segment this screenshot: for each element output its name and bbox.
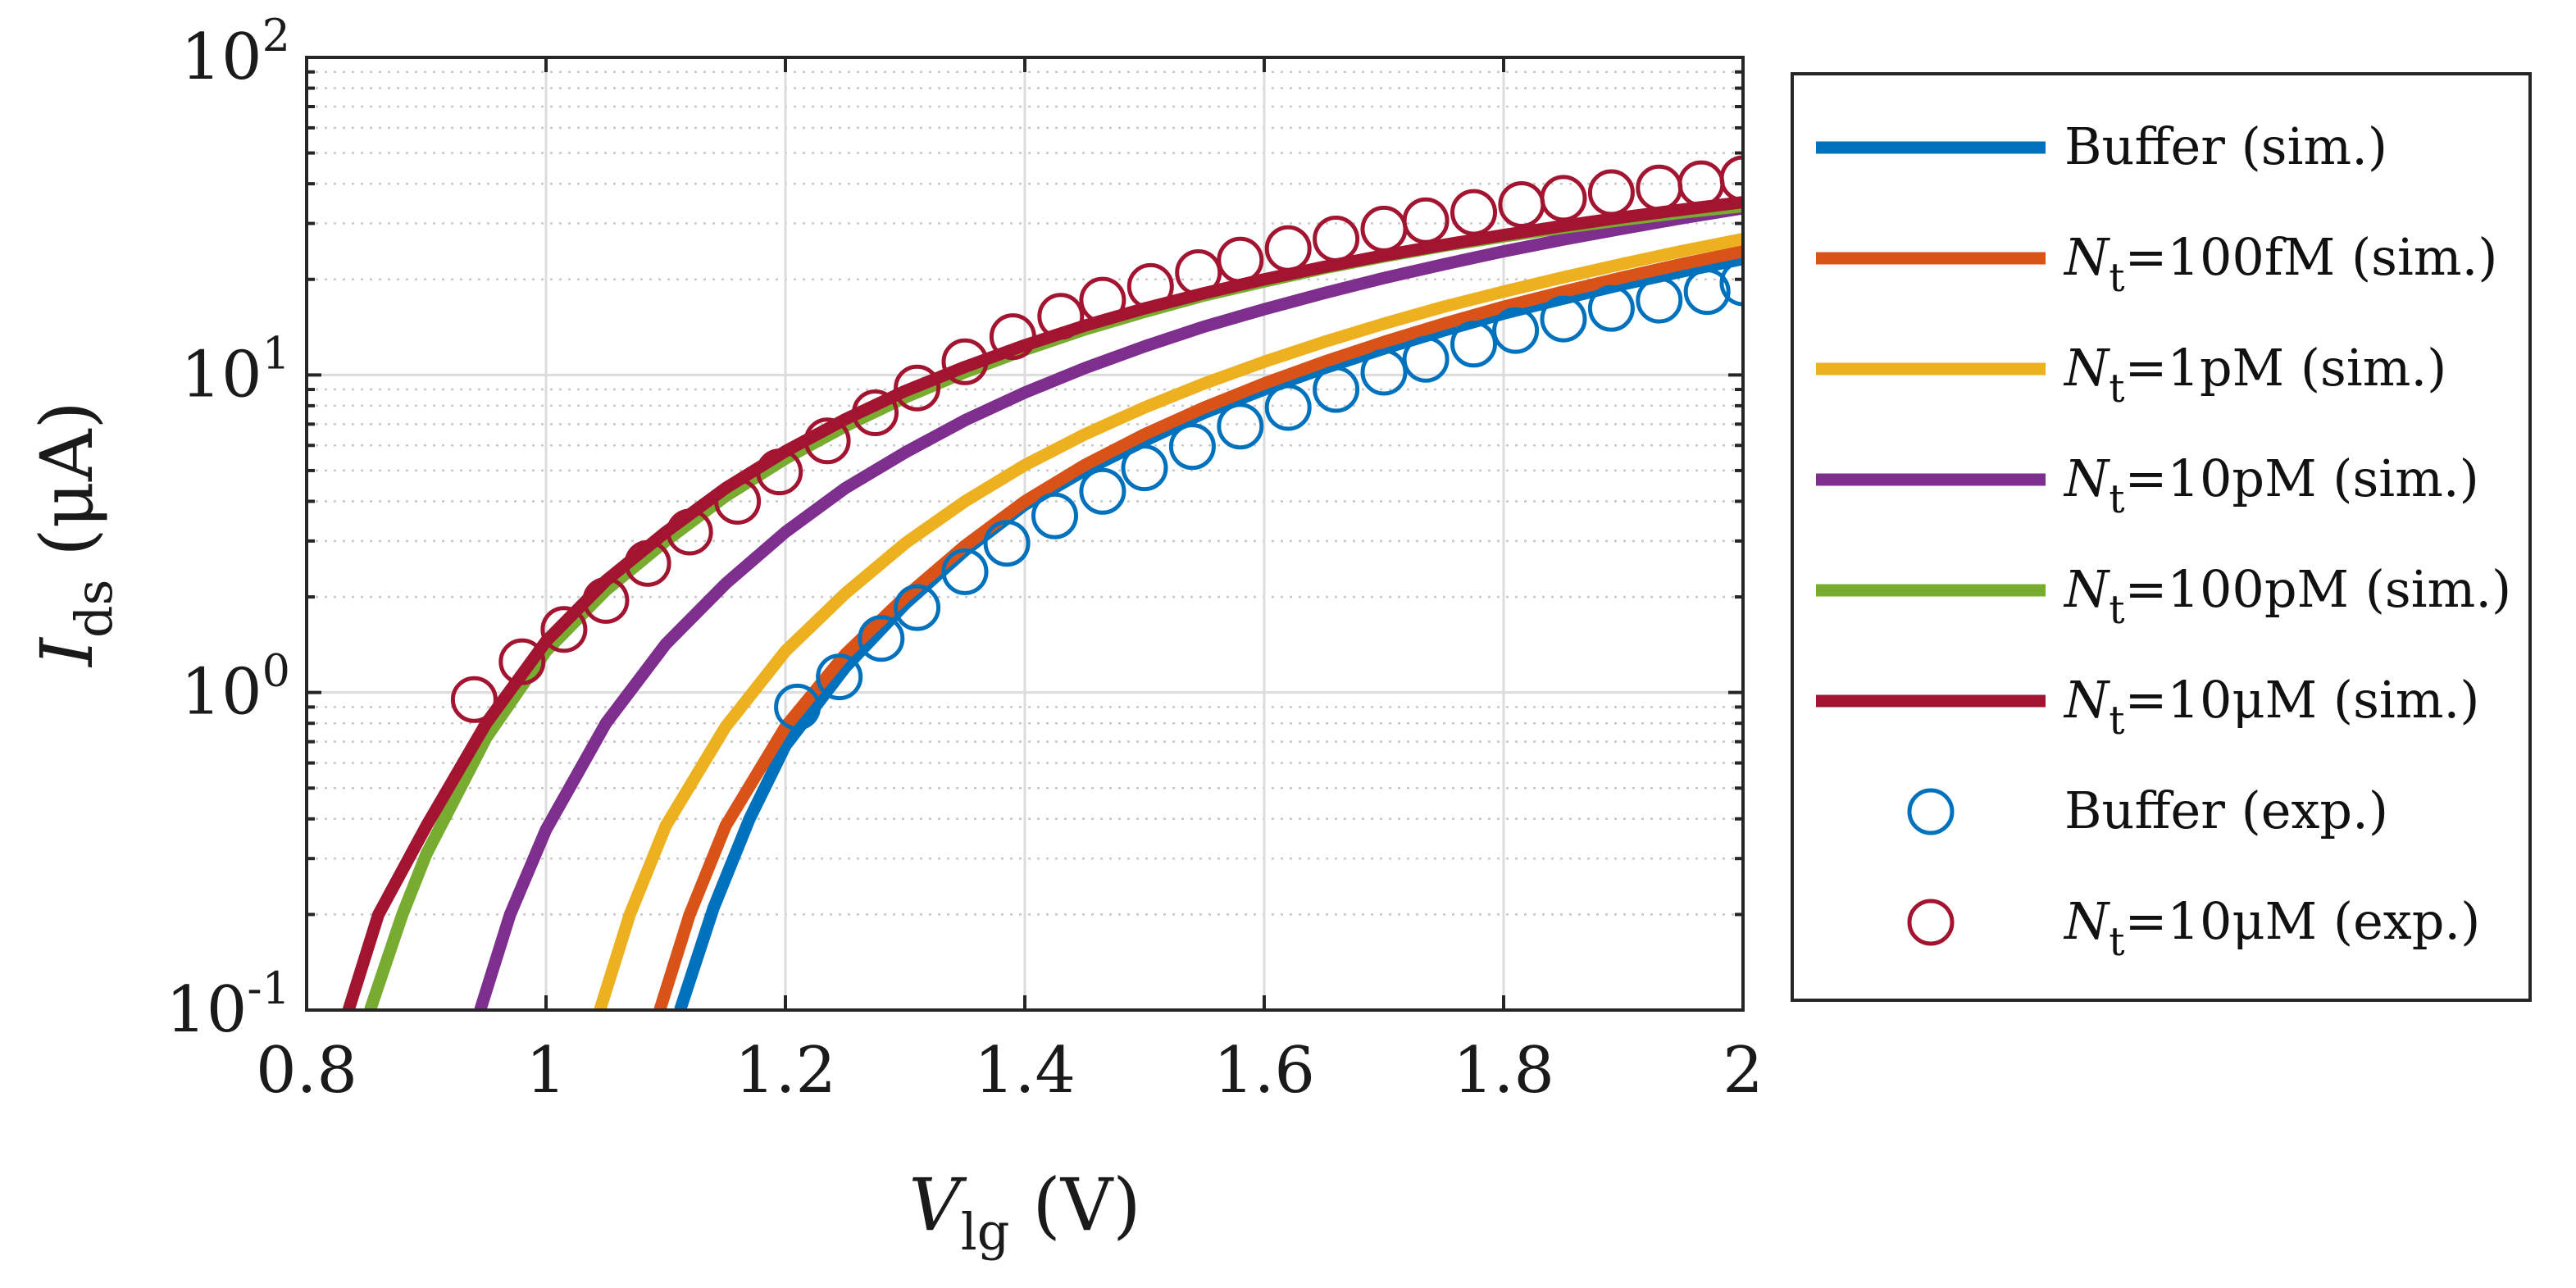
legend-label: Nt=10μM (sim.) (2063, 670, 2479, 744)
x-axis: 0.8 1 1.2 1.4 1.6 1.8 2 (256, 1034, 1764, 1108)
scatter-point (624, 539, 671, 587)
scatter-point (941, 338, 989, 385)
scatter-point (1540, 295, 1587, 343)
scatter-point (983, 520, 1031, 567)
y-tick-label: 10-1 (166, 963, 290, 1047)
scatter-point (894, 364, 941, 412)
legend-marker-swatch (1907, 899, 1955, 946)
series-line (594, 233, 1743, 1010)
y-tick-label: 100 (180, 645, 290, 730)
scatter-point (1037, 293, 1085, 340)
x-tick-label: 1.2 (735, 1034, 836, 1108)
scatter-point (1719, 155, 1743, 203)
x-tick-label: 2 (1723, 1034, 1764, 1108)
scatter-point (1313, 366, 1360, 413)
scatter-point (1719, 259, 1743, 307)
y-axis-symbol: I (25, 636, 109, 668)
x-axis-title: Vlg (V) (908, 1163, 1140, 1262)
y-tick-label: 102 (180, 10, 290, 94)
legend: Buffer (sim.) Nt=100fM (sim.) Nt=1pM (sim.… (1791, 72, 2532, 1002)
scatter-point (1587, 284, 1635, 332)
scatter-point (1217, 403, 1264, 450)
scatter-point (1402, 335, 1450, 383)
scatter-point (989, 313, 1036, 361)
scatter-point (1450, 189, 1497, 236)
y-axis: 10-1 100 101 102 (166, 10, 290, 1047)
y-axis-subscript: ds (64, 580, 124, 639)
scatter-point (894, 584, 941, 631)
scatter-point (1168, 423, 1216, 471)
legend-label: Nt=1pM (sim.) (2063, 338, 2446, 412)
scatter-point (1031, 492, 1078, 539)
legend-label: Nt=100pM (sim.) (2063, 559, 2511, 633)
scatter-point (1540, 175, 1587, 222)
scatter-point (1313, 216, 1360, 263)
scatter-point (450, 676, 498, 723)
legend-label: Nt=100fM (sim.) (2063, 227, 2498, 301)
scatter-point (1264, 225, 1312, 272)
scatter-point (1126, 262, 1174, 310)
series-layer (342, 155, 1743, 1010)
x-tick-label: 0.8 (256, 1034, 357, 1108)
scatter-point (540, 606, 588, 653)
plot-frame (305, 56, 1745, 1012)
y-axis-title: Ids (μA) (25, 401, 124, 668)
scatter-point (1079, 467, 1126, 515)
scatter-point (858, 615, 905, 662)
scatter-point (1636, 276, 1683, 324)
scatter-point (1587, 169, 1635, 216)
x-tick-label: 1.8 (1453, 1034, 1554, 1108)
x-axis-unit: (V) (1009, 1163, 1140, 1247)
scatter-point (1402, 197, 1450, 244)
legend-label: Nt=10μM (exp.) (2063, 891, 2480, 965)
legend-label: Nt=10pM (sim.) (2063, 448, 2479, 522)
y-tick-label: 101 (180, 327, 290, 412)
x-axis-subscript: lg (961, 1202, 1010, 1262)
scatter-point (816, 653, 863, 701)
series-line (653, 245, 1743, 1010)
scatter-point (1492, 307, 1540, 354)
scatter-point (774, 683, 821, 730)
scatter-point (498, 638, 546, 685)
scatter-point (1217, 236, 1264, 284)
legend-label: Buffer (sim.) (2064, 116, 2387, 176)
scatter-point (714, 477, 762, 525)
legend-label: Buffer (exp.) (2064, 781, 2388, 840)
series-line (474, 202, 1743, 1010)
scatter-point (582, 576, 630, 624)
scatter-point (1683, 268, 1731, 316)
scatter-point (1121, 444, 1168, 492)
scatter-point (1450, 321, 1497, 368)
scatter-point (941, 548, 989, 595)
scatter-point (666, 508, 713, 556)
scatter-point (852, 389, 899, 436)
scatter-point (756, 448, 803, 496)
x-tick-label: 1.6 (1213, 1034, 1315, 1108)
scatter-point (1175, 249, 1222, 297)
x-tick-label: 1.4 (974, 1034, 1076, 1108)
scatter-point (1360, 348, 1408, 396)
legend-box (1791, 72, 2532, 1002)
y-axis-unit: (μA) (25, 401, 109, 579)
legend-marker-swatch (1907, 788, 1955, 835)
scatter-point (803, 417, 851, 465)
scatter-point (1264, 384, 1312, 431)
x-tick-label: 1 (526, 1034, 567, 1108)
scatter-point (1079, 276, 1126, 324)
x-axis-symbol: V (908, 1163, 967, 1247)
